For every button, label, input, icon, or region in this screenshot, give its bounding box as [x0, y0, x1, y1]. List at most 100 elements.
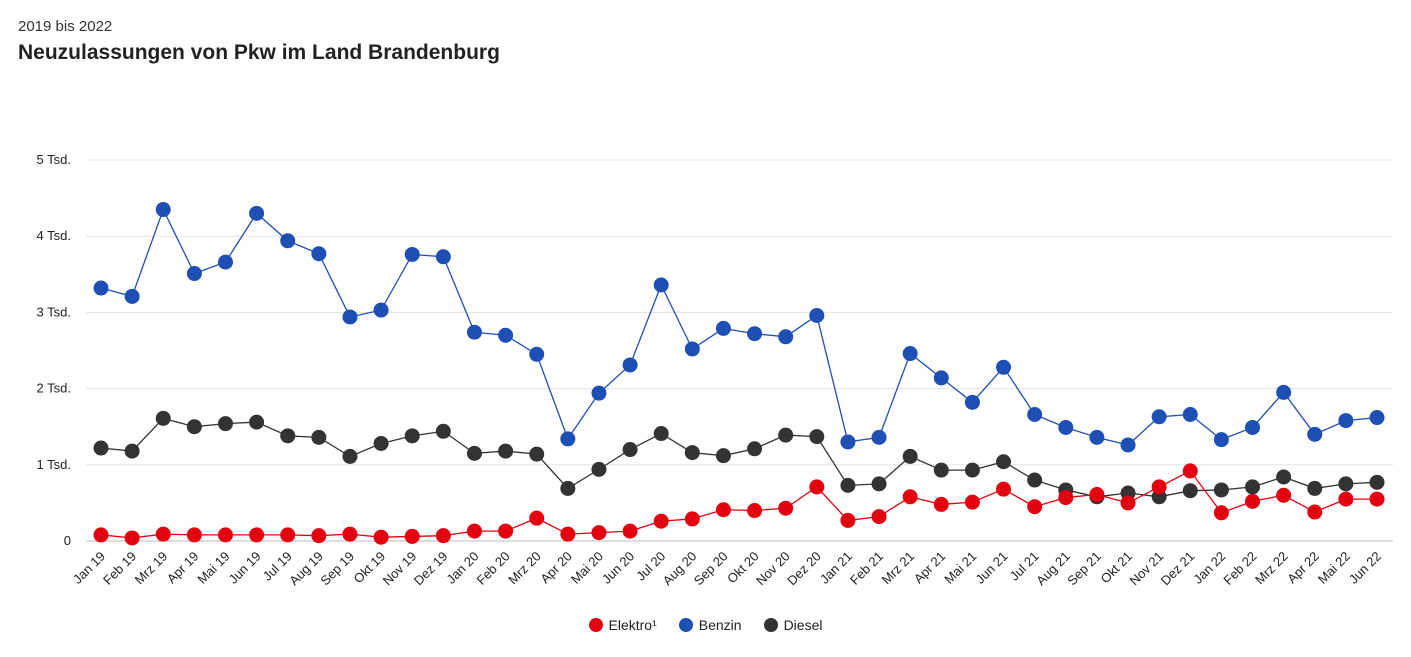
data-point[interactable] [1120, 495, 1136, 511]
data-point[interactable] [1182, 407, 1198, 423]
data-point[interactable] [1276, 384, 1292, 400]
data-point[interactable] [653, 513, 669, 529]
data-point[interactable] [373, 529, 389, 545]
data-point[interactable] [498, 523, 514, 539]
data-point[interactable] [529, 346, 545, 362]
data-point[interactable] [715, 502, 731, 518]
data-point[interactable] [933, 462, 949, 478]
data-point[interactable] [1027, 472, 1043, 488]
data-point[interactable] [840, 477, 856, 493]
data-point[interactable] [622, 523, 638, 539]
data-point[interactable] [311, 528, 327, 544]
data-point[interactable] [498, 443, 514, 459]
data-point[interactable] [1089, 487, 1105, 503]
data-point[interactable] [186, 527, 202, 543]
data-point[interactable] [1369, 491, 1385, 507]
data-point[interactable] [1120, 437, 1136, 453]
data-point[interactable] [684, 511, 700, 527]
data-point[interactable] [591, 525, 607, 541]
data-point[interactable] [747, 441, 763, 457]
data-point[interactable] [280, 527, 296, 543]
data-point[interactable] [342, 309, 358, 325]
data-point[interactable] [778, 427, 794, 443]
data-point[interactable] [280, 233, 296, 249]
data-point[interactable] [1027, 499, 1043, 515]
data-point[interactable] [498, 327, 514, 343]
data-point[interactable] [1213, 505, 1229, 521]
data-point[interactable] [249, 205, 265, 221]
data-point[interactable] [622, 442, 638, 458]
data-point[interactable] [342, 448, 358, 464]
data-point[interactable] [933, 496, 949, 512]
data-point[interactable] [155, 526, 171, 542]
data-point[interactable] [217, 527, 233, 543]
data-point[interactable] [653, 426, 669, 442]
data-point[interactable] [964, 462, 980, 478]
data-point[interactable] [93, 440, 109, 456]
data-point[interactable] [1182, 483, 1198, 499]
data-point[interactable] [342, 526, 358, 542]
data-point[interactable] [840, 434, 856, 450]
data-point[interactable] [715, 320, 731, 336]
data-point[interactable] [560, 480, 576, 496]
data-point[interactable] [1307, 426, 1323, 442]
data-point[interactable] [684, 445, 700, 461]
data-point[interactable] [902, 448, 918, 464]
legend-item[interactable]: Elektro¹ [588, 617, 657, 633]
data-point[interactable] [529, 446, 545, 462]
data-point[interactable] [933, 370, 949, 386]
data-point[interactable] [1338, 491, 1354, 507]
data-point[interactable] [124, 530, 140, 546]
data-point[interactable] [435, 423, 451, 439]
data-point[interactable] [93, 527, 109, 543]
data-point[interactable] [466, 523, 482, 539]
data-point[interactable] [217, 416, 233, 432]
data-point[interactable] [653, 277, 669, 293]
data-point[interactable] [311, 429, 327, 445]
data-point[interactable] [1058, 419, 1074, 435]
data-point[interactable] [871, 476, 887, 492]
data-point[interactable] [1089, 429, 1105, 445]
data-point[interactable] [1058, 490, 1074, 506]
data-point[interactable] [964, 494, 980, 510]
data-point[interactable] [1245, 419, 1261, 435]
data-point[interactable] [1276, 469, 1292, 485]
data-point[interactable] [311, 246, 327, 262]
data-point[interactable] [404, 528, 420, 544]
data-point[interactable] [1338, 413, 1354, 429]
data-point[interactable] [591, 385, 607, 401]
data-point[interactable] [1213, 482, 1229, 498]
data-point[interactable] [591, 461, 607, 477]
data-point[interactable] [155, 410, 171, 426]
data-point[interactable] [404, 428, 420, 444]
data-point[interactable] [435, 249, 451, 265]
data-point[interactable] [249, 414, 265, 430]
data-point[interactable] [529, 510, 545, 526]
data-point[interactable] [124, 443, 140, 459]
legend-item[interactable]: Diesel [763, 617, 822, 633]
data-point[interactable] [715, 448, 731, 464]
data-point[interactable] [373, 302, 389, 318]
data-point[interactable] [809, 479, 825, 495]
data-point[interactable] [778, 500, 794, 516]
data-point[interactable] [249, 527, 265, 543]
data-point[interactable] [684, 341, 700, 357]
data-point[interactable] [560, 526, 576, 542]
data-point[interactable] [1182, 463, 1198, 479]
data-point[interactable] [871, 429, 887, 445]
data-point[interactable] [280, 428, 296, 444]
data-point[interactable] [1369, 474, 1385, 490]
data-point[interactable] [1307, 480, 1323, 496]
data-point[interactable] [1245, 493, 1261, 509]
data-point[interactable] [871, 509, 887, 525]
data-point[interactable] [747, 503, 763, 519]
data-point[interactable] [964, 394, 980, 410]
data-point[interactable] [1369, 410, 1385, 426]
data-point[interactable] [155, 202, 171, 218]
data-point[interactable] [809, 429, 825, 445]
data-point[interactable] [373, 435, 389, 451]
data-point[interactable] [778, 329, 794, 345]
data-point[interactable] [902, 489, 918, 505]
data-point[interactable] [1338, 476, 1354, 492]
data-point[interactable] [809, 307, 825, 323]
